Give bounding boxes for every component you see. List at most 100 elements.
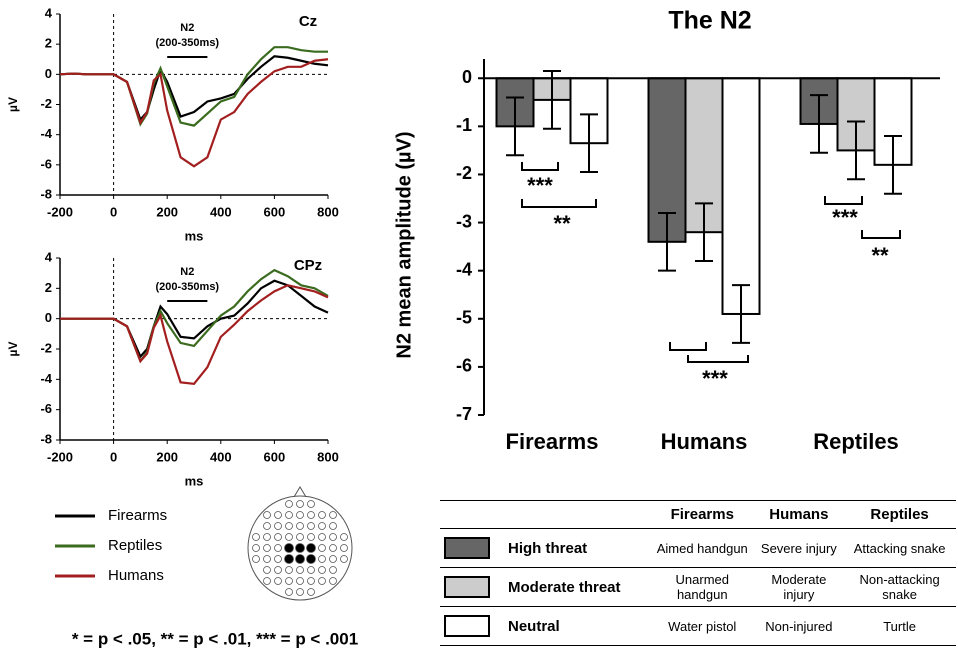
x-tick-label: 200 xyxy=(156,204,178,219)
significance-bracket: *** xyxy=(669,342,749,391)
electrode xyxy=(306,554,316,564)
condition-table: Firearms Humans Reptiles High threat Aime… xyxy=(440,500,956,646)
electrode xyxy=(263,577,271,585)
error-bar xyxy=(580,113,598,174)
y-tick-label: -6 xyxy=(40,156,52,171)
table-header: Firearms Humans Reptiles xyxy=(440,500,956,529)
electrode xyxy=(285,566,293,574)
electrode xyxy=(340,544,348,552)
x-tick-label: 600 xyxy=(264,204,286,219)
electrode xyxy=(274,555,282,563)
electrode xyxy=(252,555,260,563)
y-axis-label: N2 mean amplitude (µV) xyxy=(393,131,415,358)
electrode xyxy=(252,544,260,552)
electrode xyxy=(296,566,304,574)
x-tick-label: -200 xyxy=(47,204,73,219)
electrode xyxy=(295,554,305,564)
y-axis-label: µV xyxy=(6,97,20,112)
electrode xyxy=(318,555,326,563)
significance-label: *** xyxy=(702,366,728,391)
x-tick-label: Firearms xyxy=(506,429,599,454)
electrode xyxy=(307,566,315,574)
y-tick-label: 2 xyxy=(45,36,52,51)
x-tick-label: 600 xyxy=(264,449,286,464)
erp-line xyxy=(59,46,328,127)
y-tick-label: 4 xyxy=(45,249,53,264)
electrode xyxy=(285,577,293,585)
table-header-cell: Firearms xyxy=(670,506,734,523)
table-header-cell: Reptiles xyxy=(870,506,929,523)
y-tick-label: -2 xyxy=(456,163,472,183)
electrode xyxy=(263,544,271,552)
erp-line xyxy=(59,58,329,168)
bar xyxy=(721,77,761,315)
footnote: * = p < .05, ** = p < .01, *** = p < .00… xyxy=(72,629,358,648)
table-cell: Aimed handgun xyxy=(656,540,748,556)
significance-bracket: *** xyxy=(521,162,559,198)
electrode xyxy=(285,522,293,530)
electrode xyxy=(296,511,304,519)
table-cell: Turtle xyxy=(883,618,916,634)
legend-label: Firearms xyxy=(108,507,167,524)
error-bar xyxy=(695,202,713,263)
table-cell: Severe injury xyxy=(760,540,837,556)
table-row: High threat Aimed handgun Severe injury Att… xyxy=(440,529,956,568)
electrode xyxy=(274,522,282,530)
electrode xyxy=(285,511,293,519)
electrode xyxy=(329,533,337,541)
y-tick-label: -2 xyxy=(40,340,52,355)
significance-bracket: *** xyxy=(824,196,863,230)
x-tick-label: 800 xyxy=(317,204,339,219)
electrode xyxy=(340,533,348,541)
electrode xyxy=(318,511,326,519)
bracket xyxy=(669,342,707,351)
y-tick-label: 4 xyxy=(45,5,53,20)
electrode xyxy=(318,533,326,541)
bracket xyxy=(521,199,597,208)
electrode xyxy=(340,555,348,563)
electrode xyxy=(284,543,294,553)
electrode xyxy=(284,554,294,564)
error-bar xyxy=(732,284,750,344)
x-tick-label: 400 xyxy=(210,449,232,464)
bracket xyxy=(861,230,901,239)
y-tick-label: -5 xyxy=(456,308,472,328)
electrode xyxy=(274,544,282,552)
error-bar xyxy=(847,120,865,181)
electrode xyxy=(318,522,326,530)
electrode xyxy=(307,533,315,541)
electrode xyxy=(274,577,282,585)
electrode xyxy=(295,543,305,553)
error-bar xyxy=(658,211,676,272)
y-tick-label: -6 xyxy=(456,356,472,376)
x-tick-label: 0 xyxy=(110,204,117,219)
electrode xyxy=(329,555,337,563)
electrode xyxy=(252,533,260,541)
table-cell: Moderate injury xyxy=(771,572,827,602)
electrode xyxy=(285,500,293,508)
electrode xyxy=(285,533,293,541)
y-tick-label: -6 xyxy=(40,401,52,416)
window-title: N2 xyxy=(180,266,194,278)
y-tick-label: -7 xyxy=(456,404,472,424)
electrode xyxy=(329,511,337,519)
table-cell: Non-attacking snake xyxy=(859,572,940,602)
electrode xyxy=(263,511,271,519)
swatch-cell xyxy=(440,568,506,607)
error-bar xyxy=(884,134,902,195)
electrode xyxy=(307,511,315,519)
electrode xyxy=(329,566,337,574)
x-tick-label: 0 xyxy=(110,449,117,464)
y-tick-label: -8 xyxy=(40,431,52,446)
electrode xyxy=(296,577,304,585)
legend-label: Reptiles xyxy=(108,537,162,554)
electrode xyxy=(296,533,304,541)
y-tick-label: -1 xyxy=(456,115,472,135)
significance-label: ** xyxy=(553,211,571,236)
y-tick-label: 0 xyxy=(462,67,472,87)
significance-bracket: ** xyxy=(861,230,901,268)
channel-label: CPz xyxy=(294,257,322,274)
electrode xyxy=(307,522,315,530)
legend-label: Humans xyxy=(108,567,164,584)
